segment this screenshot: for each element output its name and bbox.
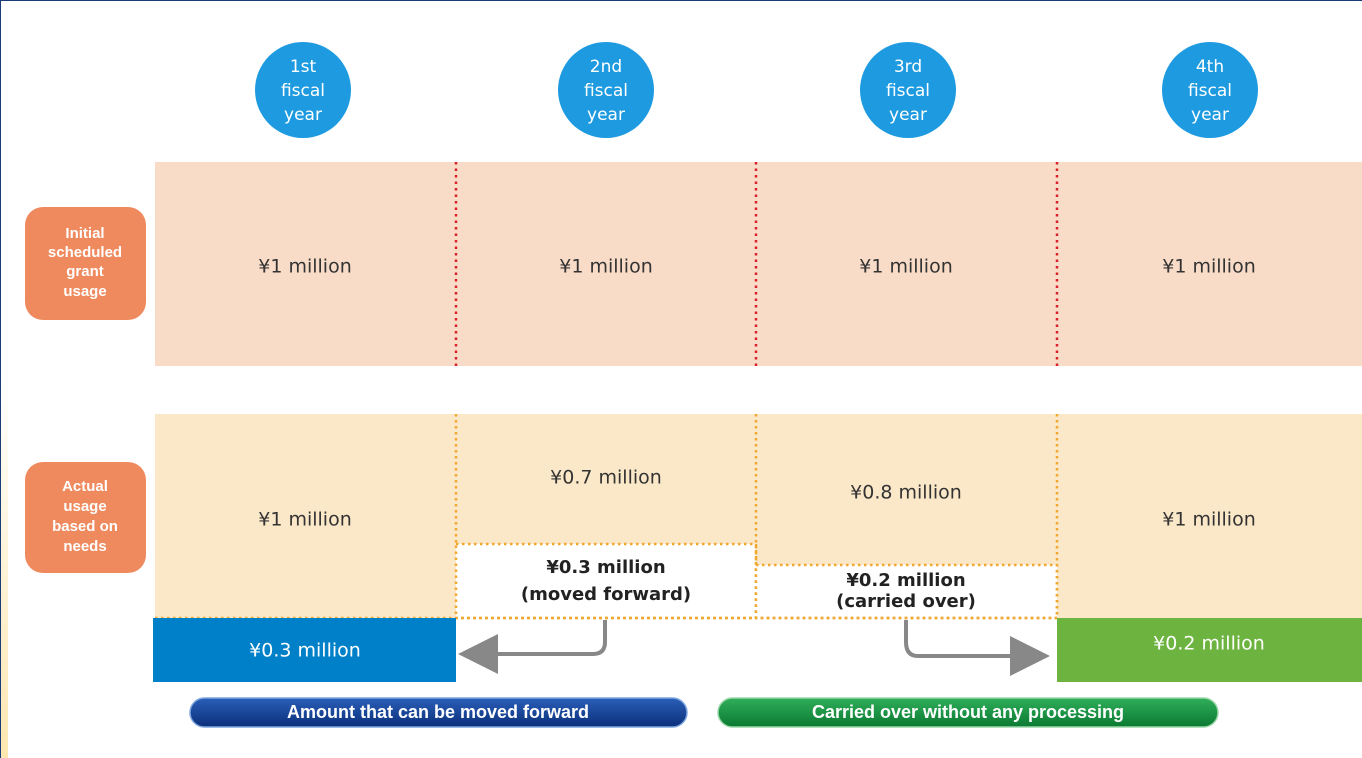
cells: ¥1 million ¥1 million ¥1 million ¥1 mill… bbox=[258, 256, 1256, 613]
cell-value: ¥1 million bbox=[859, 256, 953, 278]
cell-value: ¥1 million bbox=[258, 256, 352, 278]
row-label: Initial bbox=[65, 225, 104, 242]
cell-value: ¥1 million bbox=[1162, 256, 1256, 278]
cell-value: ¥1 million bbox=[258, 509, 352, 531]
year-label: year bbox=[587, 105, 625, 125]
year-label: 1st bbox=[290, 57, 317, 77]
remainder-value: ¥0.2 million bbox=[846, 570, 965, 591]
row-label: scheduled bbox=[48, 244, 122, 261]
transfer-value: ¥0.2 million bbox=[1153, 633, 1265, 655]
divider bbox=[454, 162, 1059, 366]
arrow bbox=[904, 620, 1050, 676]
legend-label: Amount that can be moved forward bbox=[287, 702, 589, 722]
cell-value: ¥0.8 million bbox=[850, 482, 962, 504]
arrow bbox=[458, 620, 607, 674]
year-circle bbox=[558, 42, 654, 138]
remainder-note: (carried over) bbox=[836, 591, 976, 612]
row-label: usage bbox=[63, 498, 106, 515]
remainder-value: ¥0.3 million bbox=[546, 557, 665, 578]
row-label-pill bbox=[25, 462, 146, 573]
cell-value: ¥1 million bbox=[559, 256, 653, 278]
legend-pill bbox=[717, 697, 1219, 728]
transfer-box bbox=[153, 618, 456, 682]
year-circle bbox=[860, 42, 956, 138]
cell-value: ¥1 million bbox=[1162, 509, 1256, 531]
row-label: based on bbox=[52, 518, 118, 535]
legend: Amount that can be moved forward Carried… bbox=[189, 697, 1219, 728]
row-label: grant bbox=[66, 263, 104, 280]
year-label: 4th bbox=[1196, 57, 1224, 77]
legend-pill bbox=[189, 697, 688, 728]
remainder-box bbox=[754, 563, 1059, 620]
year-label: 3rd bbox=[894, 57, 922, 77]
transfer-value: ¥0.3 million bbox=[249, 640, 361, 662]
cell-value: ¥0.7 million bbox=[550, 467, 662, 489]
transfers: ¥0.3 million ¥0.2 million bbox=[153, 618, 1362, 682]
row-label: Actual bbox=[62, 478, 108, 495]
year-label: fiscal bbox=[584, 81, 628, 101]
year-label: fiscal bbox=[1188, 81, 1232, 101]
remainder-note: (moved forward) bbox=[521, 584, 691, 605]
year-label: 2nd bbox=[590, 57, 622, 77]
legend-label: Carried over without any processing bbox=[812, 702, 1124, 722]
year-label: year bbox=[284, 105, 322, 125]
year-label: fiscal bbox=[886, 81, 930, 101]
year-circle bbox=[1162, 42, 1258, 138]
year-label: fiscal bbox=[281, 81, 325, 101]
row-backgrounds bbox=[155, 162, 1362, 620]
remainder-box bbox=[454, 542, 758, 620]
row-label-pill bbox=[25, 207, 146, 320]
transfer-box bbox=[1057, 618, 1362, 682]
row-labels: Initial scheduled grant usage Actual usa… bbox=[25, 207, 146, 573]
year-circle bbox=[255, 42, 351, 138]
year-circles: 1st fiscal year 2nd fiscal year 3rd fisc… bbox=[255, 42, 1258, 138]
row-label: needs bbox=[63, 538, 106, 555]
row-label: usage bbox=[63, 283, 106, 300]
year-label: year bbox=[1191, 105, 1229, 125]
year-label: year bbox=[889, 105, 927, 125]
side-strip bbox=[0, 380, 8, 758]
row-band bbox=[155, 162, 1362, 366]
